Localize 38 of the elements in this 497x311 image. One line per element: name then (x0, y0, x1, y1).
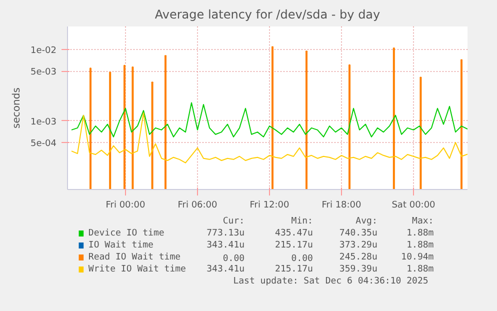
x-tick-label: Fri 00:00 (106, 200, 146, 210)
text: 343.41u (206, 240, 245, 250)
text: 343.41u (206, 264, 245, 274)
legend-label: Device IO time (88, 228, 164, 238)
text: 1.88m (406, 228, 434, 238)
text: 740.35u (339, 228, 378, 238)
text: 215.17u (275, 264, 313, 274)
text: 435.47u (275, 228, 313, 238)
text: Min: (291, 216, 313, 226)
x-tick-label: Fri 18:00 (322, 200, 362, 210)
text: 0.00 (222, 254, 245, 264)
text: Cur: (222, 216, 245, 226)
text: Last update: Sat Dec 6 04:36:10 2025 (233, 276, 428, 286)
x-tick-label: Fri 06:00 (178, 200, 218, 210)
text: 373.29u (339, 240, 378, 250)
line-series (71, 112, 468, 164)
y-axis-title: seconds (12, 88, 23, 128)
legend-label: Read IO Wait time (88, 252, 181, 262)
text: 245.28u (339, 252, 378, 262)
y-tick-label: 1e-02 (30, 46, 57, 56)
text: 215.17u (275, 240, 313, 250)
text: 359.39u (339, 264, 378, 274)
text: 10.94m (401, 252, 434, 262)
y-tick-label: 5e-04 (30, 139, 57, 150)
line-series (71, 102, 468, 138)
legend-label: IO Wait time (88, 240, 154, 250)
legend-label: Write IO Wait time (88, 264, 186, 274)
x-tick-label: Sat 00:00 (392, 200, 436, 210)
x-tick-label: Fri 12:00 (250, 200, 290, 210)
text: Max: (412, 216, 434, 226)
text: Avg: (356, 216, 378, 226)
text: 1.88m (406, 240, 434, 250)
text: 773.13u (206, 228, 245, 238)
y-tick-label: 5e-03 (30, 68, 57, 78)
text: 0.00 (291, 254, 313, 264)
chart-title: Average latency for /dev/sda - by day (154, 8, 380, 22)
y-tick-label: 1e-03 (30, 117, 57, 128)
text: 1.88m (406, 264, 434, 274)
